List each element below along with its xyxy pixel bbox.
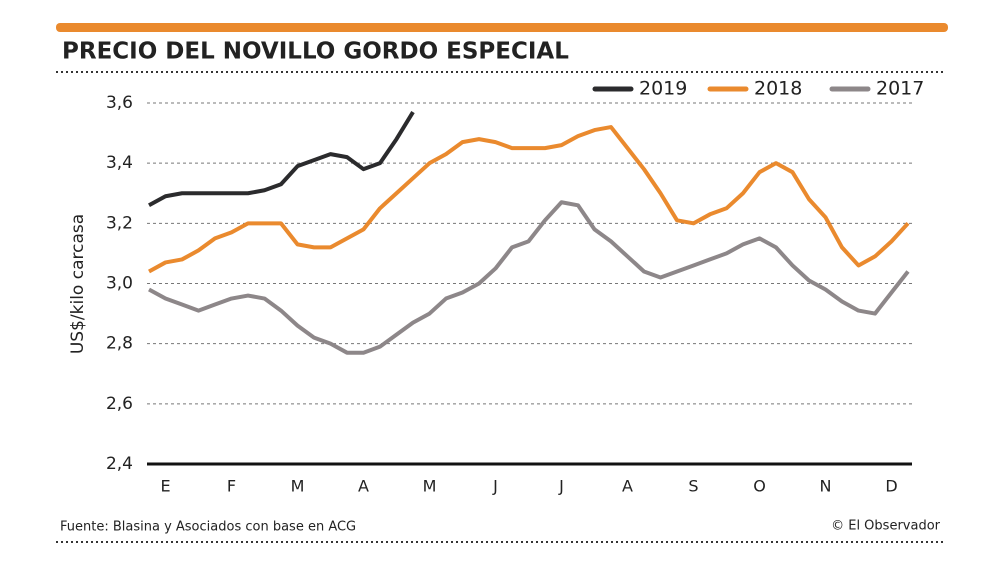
- source: Fuente: Blasina y Asociados con base en …: [60, 520, 356, 535]
- x-tick-label: D: [885, 477, 897, 496]
- y-tick-label: 2,8: [106, 334, 133, 354]
- x-tick-label: A: [622, 477, 633, 496]
- legend-label: 2018: [754, 78, 802, 100]
- x-tick-label: S: [688, 477, 698, 496]
- x-tick-label: F: [227, 477, 236, 496]
- x-tick-label: O: [753, 477, 766, 496]
- y-tick-label: 3,6: [106, 93, 133, 113]
- series-line: [148, 200, 910, 355]
- x-tick-label: E: [160, 477, 170, 496]
- legend-label: 2019: [639, 78, 687, 100]
- chart-title: PRECIO DEL NOVILLO GORDO ESPECIAL: [62, 39, 569, 65]
- y-tick-label: 3,0: [106, 274, 133, 294]
- y-tick-label: 3,4: [106, 153, 133, 173]
- legend-label: 2017: [876, 78, 924, 100]
- y-tick-label: 3,2: [106, 213, 133, 233]
- x-tick-label: J: [558, 477, 564, 496]
- x-tick-label: M: [423, 477, 437, 496]
- y-tick-label: 2,4: [106, 454, 133, 474]
- series-line: [148, 110, 415, 208]
- credit: © El Observador: [831, 519, 941, 534]
- x-tick-label: A: [358, 477, 369, 496]
- y-axis-label: US$/kilo carcasa: [68, 214, 88, 354]
- series-line: [148, 125, 910, 274]
- x-tick-label: J: [492, 477, 498, 496]
- x-tick-label: M: [291, 477, 305, 496]
- top-bar: [56, 23, 948, 32]
- y-tick-label: 2,6: [106, 394, 133, 414]
- x-tick-label: N: [820, 477, 832, 496]
